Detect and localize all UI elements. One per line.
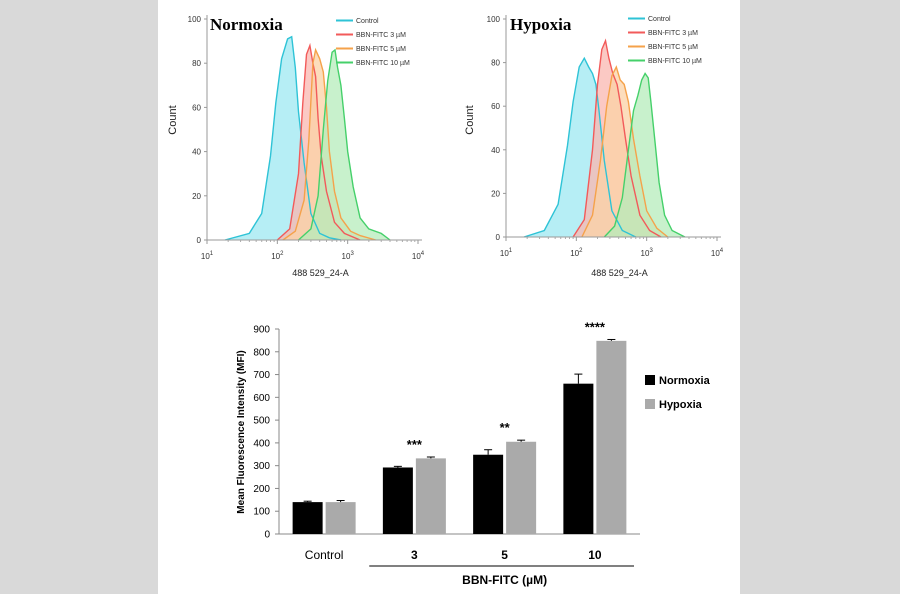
- bar-hypoxia: [325, 502, 356, 534]
- legend-label: BBN-FITC 10 µM: [356, 60, 410, 67]
- y-tick-label: 40: [491, 146, 500, 155]
- y-tick-label: 400: [253, 438, 270, 449]
- x-category-label: 5: [501, 548, 508, 562]
- x-category-label: Control: [305, 548, 344, 562]
- histogram-line-series-3: [298, 48, 391, 241]
- x-tick-label: 101: [201, 251, 214, 261]
- y-tick-label: 80: [491, 59, 500, 68]
- y-tick-label: 20: [192, 192, 201, 201]
- y-tick-label: 100: [253, 507, 270, 518]
- x-category-label: 10: [588, 548, 602, 562]
- histogram-line-series-0: [224, 35, 342, 241]
- bar-normoxia: [382, 467, 413, 534]
- x-tick-label: 102: [271, 251, 284, 261]
- y-tick-label: 800: [253, 347, 270, 358]
- histogram-fill-series-2: [581, 67, 668, 237]
- legend-label: BBN-FITC 5 µM: [648, 44, 698, 51]
- bar-hypoxia: [596, 340, 627, 534]
- y-tick-label: 100: [487, 15, 501, 24]
- y-tick-label: 300: [253, 461, 270, 472]
- histogram-fill-series-3: [298, 49, 390, 241]
- y-tick-label: 40: [192, 148, 201, 157]
- x-category-label: 3: [411, 548, 418, 562]
- histogram-line-series-2: [282, 47, 376, 241]
- x-tick-label: 101: [500, 248, 513, 258]
- histogram-line-series-3: [603, 72, 686, 238]
- histogram-fill-series-0: [225, 36, 341, 241]
- x-tick-label: 103: [641, 248, 654, 258]
- y-tick-label: 0: [496, 233, 501, 242]
- histogram-fill-series-3: [604, 73, 685, 237]
- y-tick-label: 80: [192, 59, 201, 68]
- y-tick-label: 500: [253, 416, 270, 427]
- x-tick-label: 103: [342, 251, 355, 261]
- histogram-hypoxia: 0 20 40 60 80 100 101 102 103 104 488 529_24-A Coun…: [464, 15, 724, 278]
- bar-hypoxia: [415, 458, 446, 534]
- y-tick-label: 0: [264, 530, 270, 541]
- y-tick-label: 700: [253, 370, 270, 381]
- significance-marker: ***: [407, 437, 423, 452]
- legend-label: Hypoxia: [659, 399, 703, 411]
- y-tick-label: 20: [491, 189, 500, 198]
- y-tick-label: 60: [491, 102, 500, 111]
- y-axis-label: Mean Fluorescence Intensity (MFI): [236, 350, 247, 513]
- y-tick-label: 100: [188, 15, 202, 24]
- histogram-normoxia: 0 20 40 60 80 100 101 102 103 104 488 529_24-A Coun…: [167, 15, 425, 278]
- y-tick-label: 600: [253, 393, 270, 404]
- y-axis-label: Count: [464, 105, 476, 134]
- y-axis-label: Count: [167, 105, 179, 134]
- x-axis-label: 488 529_24-A: [591, 268, 648, 278]
- significance-marker: ****: [585, 319, 606, 334]
- x-axis-label: BBN-FITC (µM): [462, 573, 547, 587]
- y-tick-label: 900: [253, 325, 270, 336]
- histogram-line-series-2: [581, 65, 669, 238]
- significance-marker: **: [500, 420, 511, 435]
- legend-label: BBN-FITC 3 µM: [648, 30, 698, 37]
- histogram-line-series-0: [523, 56, 637, 238]
- legend-label: BBN-FITC 10 µM: [648, 58, 702, 65]
- chart-title: Normoxia: [210, 15, 283, 34]
- x-axis-label: 488 529_24-A: [292, 268, 349, 278]
- mfi-bar-chart: 0 100 200 300 400 500 600 700 800 900 Control 3 *** 5…: [236, 319, 711, 587]
- y-tick-label: 200: [253, 484, 270, 495]
- legend-swatch: [645, 399, 655, 409]
- x-tick-label: 104: [412, 251, 425, 261]
- x-tick-label: 102: [570, 248, 583, 258]
- legend-label: Control: [648, 16, 671, 23]
- histogram-line-series-1: [276, 42, 361, 241]
- histogram-fill-series-2: [282, 49, 376, 241]
- x-tick-label: 104: [711, 248, 724, 258]
- legend-label: BBN-FITC 3 µM: [356, 32, 406, 39]
- bar-hypoxia: [506, 441, 537, 534]
- bar-normoxia: [473, 454, 504, 534]
- y-tick-label: 60: [192, 103, 201, 112]
- bar-normoxia: [292, 502, 323, 534]
- legend-label: BBN-FITC 5 µM: [356, 46, 406, 53]
- y-tick-label: 0: [197, 236, 202, 245]
- chart-title: Hypoxia: [510, 15, 572, 34]
- legend-swatch: [645, 375, 655, 385]
- bar-normoxia: [563, 383, 594, 534]
- legend-label: Control: [356, 18, 379, 25]
- legend-label: Normoxia: [659, 375, 711, 387]
